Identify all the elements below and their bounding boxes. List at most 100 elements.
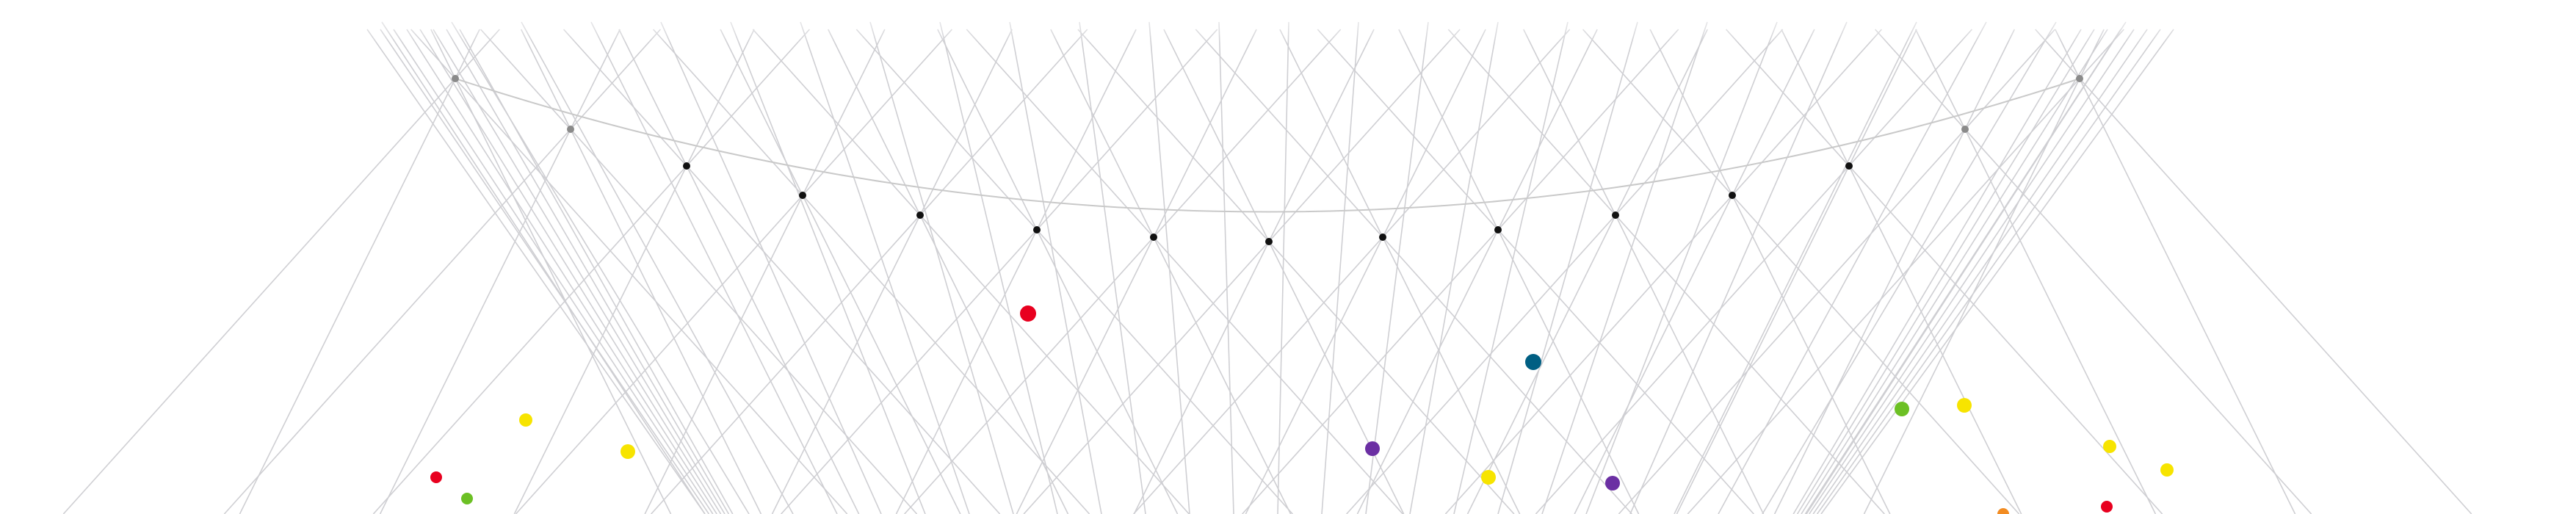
web-node (1729, 192, 1736, 199)
web-node (1961, 126, 1969, 133)
web-line-3-0 (653, 29, 1090, 514)
right-side-line-1 (1816, 29, 2161, 514)
web-funnel-line-6 (800, 21, 970, 514)
web-line-13-0 (1875, 29, 2312, 514)
web-node (1033, 226, 1041, 234)
left-side-line-7 (459, 29, 734, 514)
web-line-0-2 (430, 29, 672, 514)
web-funnel-line-13 (1277, 21, 1289, 514)
web-funnel-line-8 (939, 21, 1058, 514)
web-funnel-line-24 (1762, 21, 2057, 514)
web-line-4-2 (828, 29, 1069, 514)
web-line-14-2 (2055, 29, 2296, 514)
web-top-arc (455, 78, 2080, 213)
left-side-line-2 (393, 29, 714, 514)
web-line-14-3 (1863, 29, 2105, 514)
web-node (916, 211, 924, 219)
web-line-5-3 (895, 29, 1137, 514)
right-side-line-4 (1804, 29, 2121, 514)
colored-dot (461, 493, 473, 504)
web-funnel-line-16 (1409, 21, 1499, 514)
web-node (1612, 211, 1619, 219)
web-line-14-0 (2035, 29, 2472, 514)
web-node (1265, 238, 1273, 245)
web-node (683, 162, 690, 170)
left-side-line-3 (406, 29, 717, 514)
web-line-12-1 (1535, 29, 1972, 514)
web-line-0-0 (410, 29, 848, 514)
web-line-11-2 (1649, 29, 1891, 514)
web-line-10-1 (1346, 29, 1784, 514)
right-side-line-0 (1820, 29, 2174, 514)
web-funnel-line-14 (1321, 21, 1359, 514)
web-line-12-0 (1726, 29, 2163, 514)
web-line-1-3 (379, 29, 621, 514)
right-side-line-2 (1812, 29, 2148, 514)
web-funnel-line-11 (1148, 21, 1190, 514)
left-side-line-6 (446, 29, 730, 514)
web-line-4-0 (752, 29, 1190, 514)
web-line-7-1 (1023, 29, 1461, 514)
colored-dot (519, 413, 532, 427)
web-funnel-line-0 (381, 21, 706, 514)
web-line-13-2 (1914, 29, 2157, 514)
right-side-line-5 (1801, 29, 2108, 514)
web-funnel-line-5 (730, 21, 926, 514)
web-funnel-line-10 (1079, 21, 1146, 514)
top-fade-overlay (0, 0, 2576, 44)
web-node (1494, 226, 1502, 234)
web-line-11-0 (1582, 29, 2020, 514)
web-node (1845, 162, 1853, 170)
web-line-3-1 (515, 29, 952, 514)
web-node (799, 192, 806, 199)
web-lines (62, 21, 2472, 514)
web-line-12-2 (1781, 29, 2022, 514)
web-line-3-2 (720, 29, 961, 514)
web-line-6-3 (1016, 29, 1257, 514)
colored-dot (621, 444, 635, 459)
web-funnel-line-9 (1009, 21, 1102, 514)
web-funnel-line-4 (660, 21, 882, 514)
web-line-12-3 (1676, 29, 1917, 514)
colored-dot (1957, 398, 1972, 413)
right-side-line-7 (1792, 29, 2082, 514)
web-line-7-3 (1133, 29, 1375, 514)
web-line-1-2 (520, 29, 762, 514)
web-line-11-3 (1574, 29, 1815, 514)
web-line-6-2 (1050, 29, 1292, 514)
web-node (452, 75, 459, 82)
web-funnel-line-20 (1585, 21, 1778, 514)
web-line-2-3 (513, 29, 755, 514)
colored-dot (1525, 354, 1541, 370)
web-line-9-3 (1356, 29, 1598, 514)
web-line-9-2 (1398, 29, 1640, 514)
colored-dot (1997, 508, 2009, 514)
left-side-line-5 (433, 29, 726, 514)
web-line-3-3 (644, 29, 886, 514)
left-side-line-4 (419, 29, 722, 514)
web-line-6-1 (904, 29, 1342, 514)
web-funnel-line-22 (1674, 21, 1917, 514)
web-line-8-1 (1133, 29, 1571, 514)
web-funnel-line-3 (590, 21, 838, 514)
web-line-2-2 (618, 29, 860, 514)
web-line-2-0 (563, 29, 1001, 514)
web-line-6-0 (966, 29, 1403, 514)
web-line-13-1 (1618, 29, 2055, 514)
web-nodes (452, 75, 2083, 245)
web-line-13-3 (1773, 29, 2016, 514)
right-side-line-6 (1796, 29, 2095, 514)
web-funnel-line-7 (869, 21, 1014, 514)
colored-dot (2160, 463, 2174, 477)
web-line-9-1 (1242, 29, 1679, 514)
web-line-8-0 (1195, 29, 1632, 514)
web-line-10-3 (1466, 29, 1708, 514)
web-line-8-3 (1245, 29, 1486, 514)
web-line-0-1 (62, 29, 500, 514)
colored-dots (430, 305, 2174, 514)
right-side-line-3 (1809, 29, 2135, 514)
web-line-0-3 (239, 29, 480, 514)
web-line-9-0 (1317, 29, 1754, 514)
web-funnel-line-21 (1629, 21, 1848, 514)
